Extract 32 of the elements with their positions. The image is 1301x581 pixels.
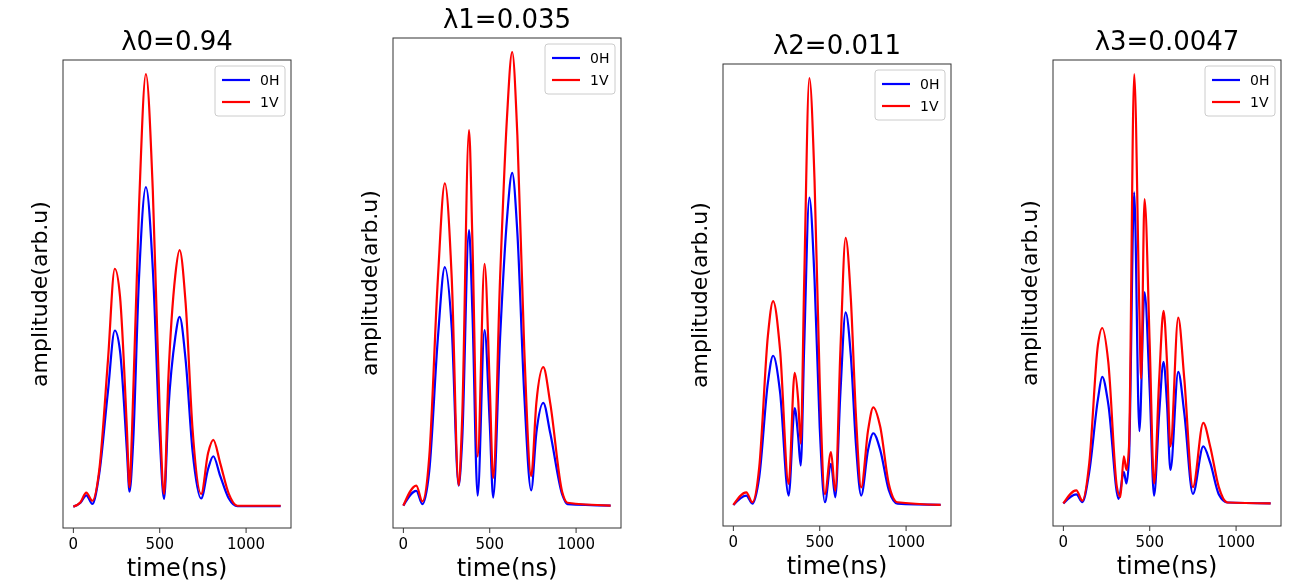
legend-label: 1V [920,98,939,114]
legend-label: 0H [260,72,280,88]
chart-title: λ1=0.035 [442,4,572,34]
chart-title: λ3=0.0047 [1094,26,1240,56]
y-axis-title: amplitude(arb.u) [357,190,382,376]
y-axis-title: amplitude(arb.u) [1017,200,1042,386]
legend-label: 0H [590,50,610,66]
x-tick-label: 1000 [887,533,926,551]
chart-title: λ0=0.94 [121,26,233,56]
x-tick-label: 500 [475,535,505,553]
legend-label: 1V [590,72,609,88]
x-tick-label: 500 [1135,533,1165,551]
legend-label: 1V [260,94,279,110]
x-tick-label: 0 [68,535,79,553]
x-axis-title: time(ns) [786,552,888,580]
legend-label: 0H [920,76,940,92]
y-axis-title: amplitude(arb.u) [27,201,52,387]
x-tick-label: 500 [145,535,175,553]
legend-label: 0H [1250,72,1270,88]
x-axis-title: time(ns) [126,554,228,581]
chart-title: λ2=0.011 [772,30,902,60]
x-tick-label: 0 [728,533,739,551]
x-tick-label: 0 [398,535,409,553]
x-axis-title: time(ns) [1116,552,1218,580]
x-axis-title: time(ns) [456,554,558,581]
x-tick-label: 0 [1058,533,1069,551]
x-tick-label: 1000 [1217,533,1256,551]
x-tick-label: 1000 [557,535,596,553]
x-tick-label: 1000 [227,535,266,553]
y-axis-title: amplitude(arb.u) [687,202,712,388]
x-tick-label: 500 [805,533,835,551]
legend-label: 1V [1250,94,1269,110]
